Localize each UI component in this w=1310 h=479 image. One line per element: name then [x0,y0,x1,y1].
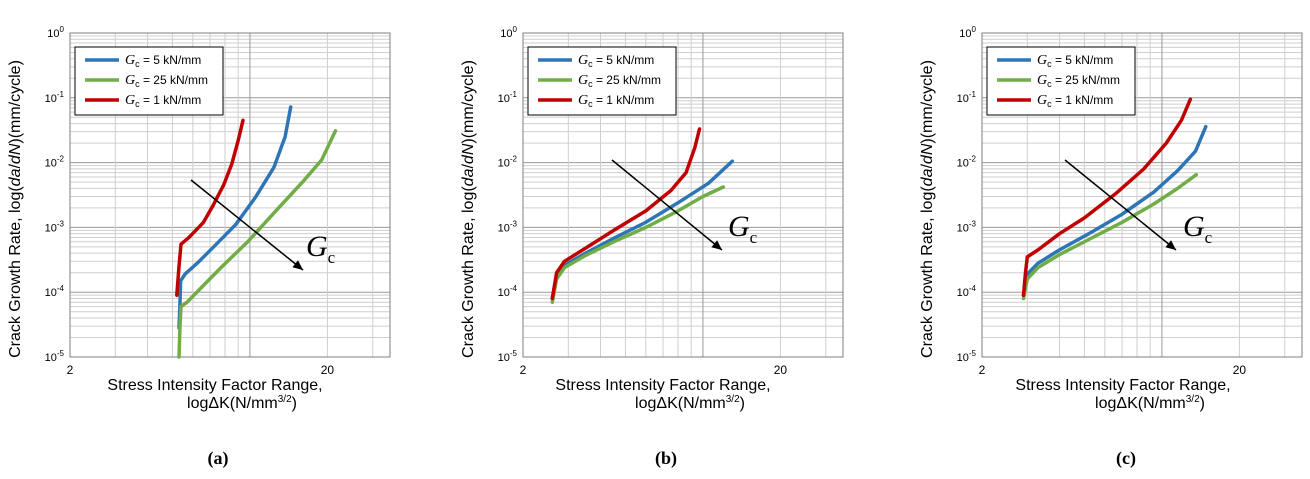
y-axis-label: Crack Growth Rate, log(da/dN)(mm/cycle) [460,60,477,358]
legend: Gc = 5 kN/mm Gc = 25 kN/mm Gc = 1 kN/mm [527,46,677,116]
y-axis-label: Crack Growth Rate, log(da/dN)(mm/cycle) [919,60,936,358]
trend-arrow-shaft [1064,159,1177,251]
legend-entry: Gc = 5 kN/mm [1037,53,1113,69]
trend-arrow-shaft [190,179,304,271]
y-axis-label: Crack Growth Rate, log(da/dN)(mm/cycle) [7,60,24,358]
series-line-2 [177,129,338,359]
trend-arrow-head [292,260,303,270]
series-line-3 [1021,97,1193,297]
y-tick-label: 10-4 [957,284,977,299]
x-axis-label-line1: Stress Intensity Factor Range, [1015,377,1230,394]
y-tick-label: 100 [500,25,517,40]
x-tick-label: 20 [774,363,788,377]
legend-entry: Gc = 25 kN/mm [578,73,661,89]
x-axis-label-line1: Stress Intensity Factor Range, [107,377,322,394]
y-tick-label: 10-5 [498,349,518,364]
series-line-1 [1021,124,1208,297]
x-tick-label: 20 [321,363,335,377]
plot-frame [69,32,391,358]
annotation-gc: Gc [306,230,336,267]
y-tick-label: 10-2 [45,155,65,170]
panel-label: (a) [208,448,229,469]
x-tick-label: 20 [1233,363,1247,377]
series-line-3 [175,118,245,297]
trend-arrow-head [711,240,722,250]
grid [523,33,843,358]
x-axis-label-line1: Stress Intensity Factor Range, [555,377,770,394]
y-tick-label: 10-5 [957,349,977,364]
y-tick-label: 10-1 [45,90,65,105]
legend-entry: Gc = 1 kN/mm [1037,93,1113,109]
trend-arrow-head [1165,240,1176,250]
series-line-2 [1021,172,1199,301]
y-tick-label: 10-5 [45,349,65,364]
x-axis-label-line2: logΔK(N/mm3/2) [187,394,297,412]
x-tick-label: 2 [520,363,527,377]
annotation-gc: Gc [728,210,758,247]
legend: Gc = 5 kN/mm Gc = 25 kN/mm Gc = 1 kN/mm [986,46,1136,116]
y-tick-label: 10-4 [498,284,518,299]
x-axis-label-line2: logΔK(N/mm3/2) [635,394,745,412]
annotation-gc: Gc [1183,210,1213,247]
y-tick-label: 100 [959,25,976,40]
y-tick-label: 100 [47,25,64,40]
panel-label: (c) [1116,448,1136,469]
trend-arrow-shaft [611,159,723,251]
y-tick-label: 10-2 [957,155,977,170]
chart-panel-2: 100 10-1 10-2 10-3 10-4 10-52 20 Crack Growth R… [460,25,844,469]
legend: Gc = 5 kN/mm Gc = 25 kN/mm Gc = 1 kN/mm [74,46,224,116]
y-tick-label: 10-3 [957,219,977,234]
y-tick-label: 10-3 [498,219,518,234]
y-tick-label: 10-4 [45,284,65,299]
series-line-2 [550,185,726,304]
plot-frame [522,32,844,358]
y-tick-label: 10-1 [957,90,977,105]
x-tick-label: 2 [979,363,986,377]
panel-label: (b) [655,448,677,469]
plot-frame [981,32,1303,358]
chart-panel-1: 100 10-1 10-2 10-3 10-4 10-52 20 Crack Growth R… [7,25,391,469]
series-line-1 [177,105,293,330]
y-tick-label: 10-1 [498,90,518,105]
chart-panel-3: 100 10-1 10-2 10-3 10-4 10-52 20 Crack Growth R… [919,25,1303,469]
y-tick-label: 10-3 [45,219,65,234]
legend-entry: Gc = 5 kN/mm [125,53,201,69]
x-axis-label-line2: logΔK(N/mm3/2) [1095,394,1205,412]
y-tick-label: 10-2 [498,155,518,170]
legend-entry: Gc = 25 kN/mm [1037,73,1120,89]
legend-entry: Gc = 25 kN/mm [125,73,208,89]
legend-entry: Gc = 1 kN/mm [578,93,654,109]
x-tick-label: 2 [67,363,74,377]
legend-entry: Gc = 1 kN/mm [125,93,201,109]
series-line-3 [550,127,702,301]
legend-entry: Gc = 5 kN/mm [578,53,654,69]
